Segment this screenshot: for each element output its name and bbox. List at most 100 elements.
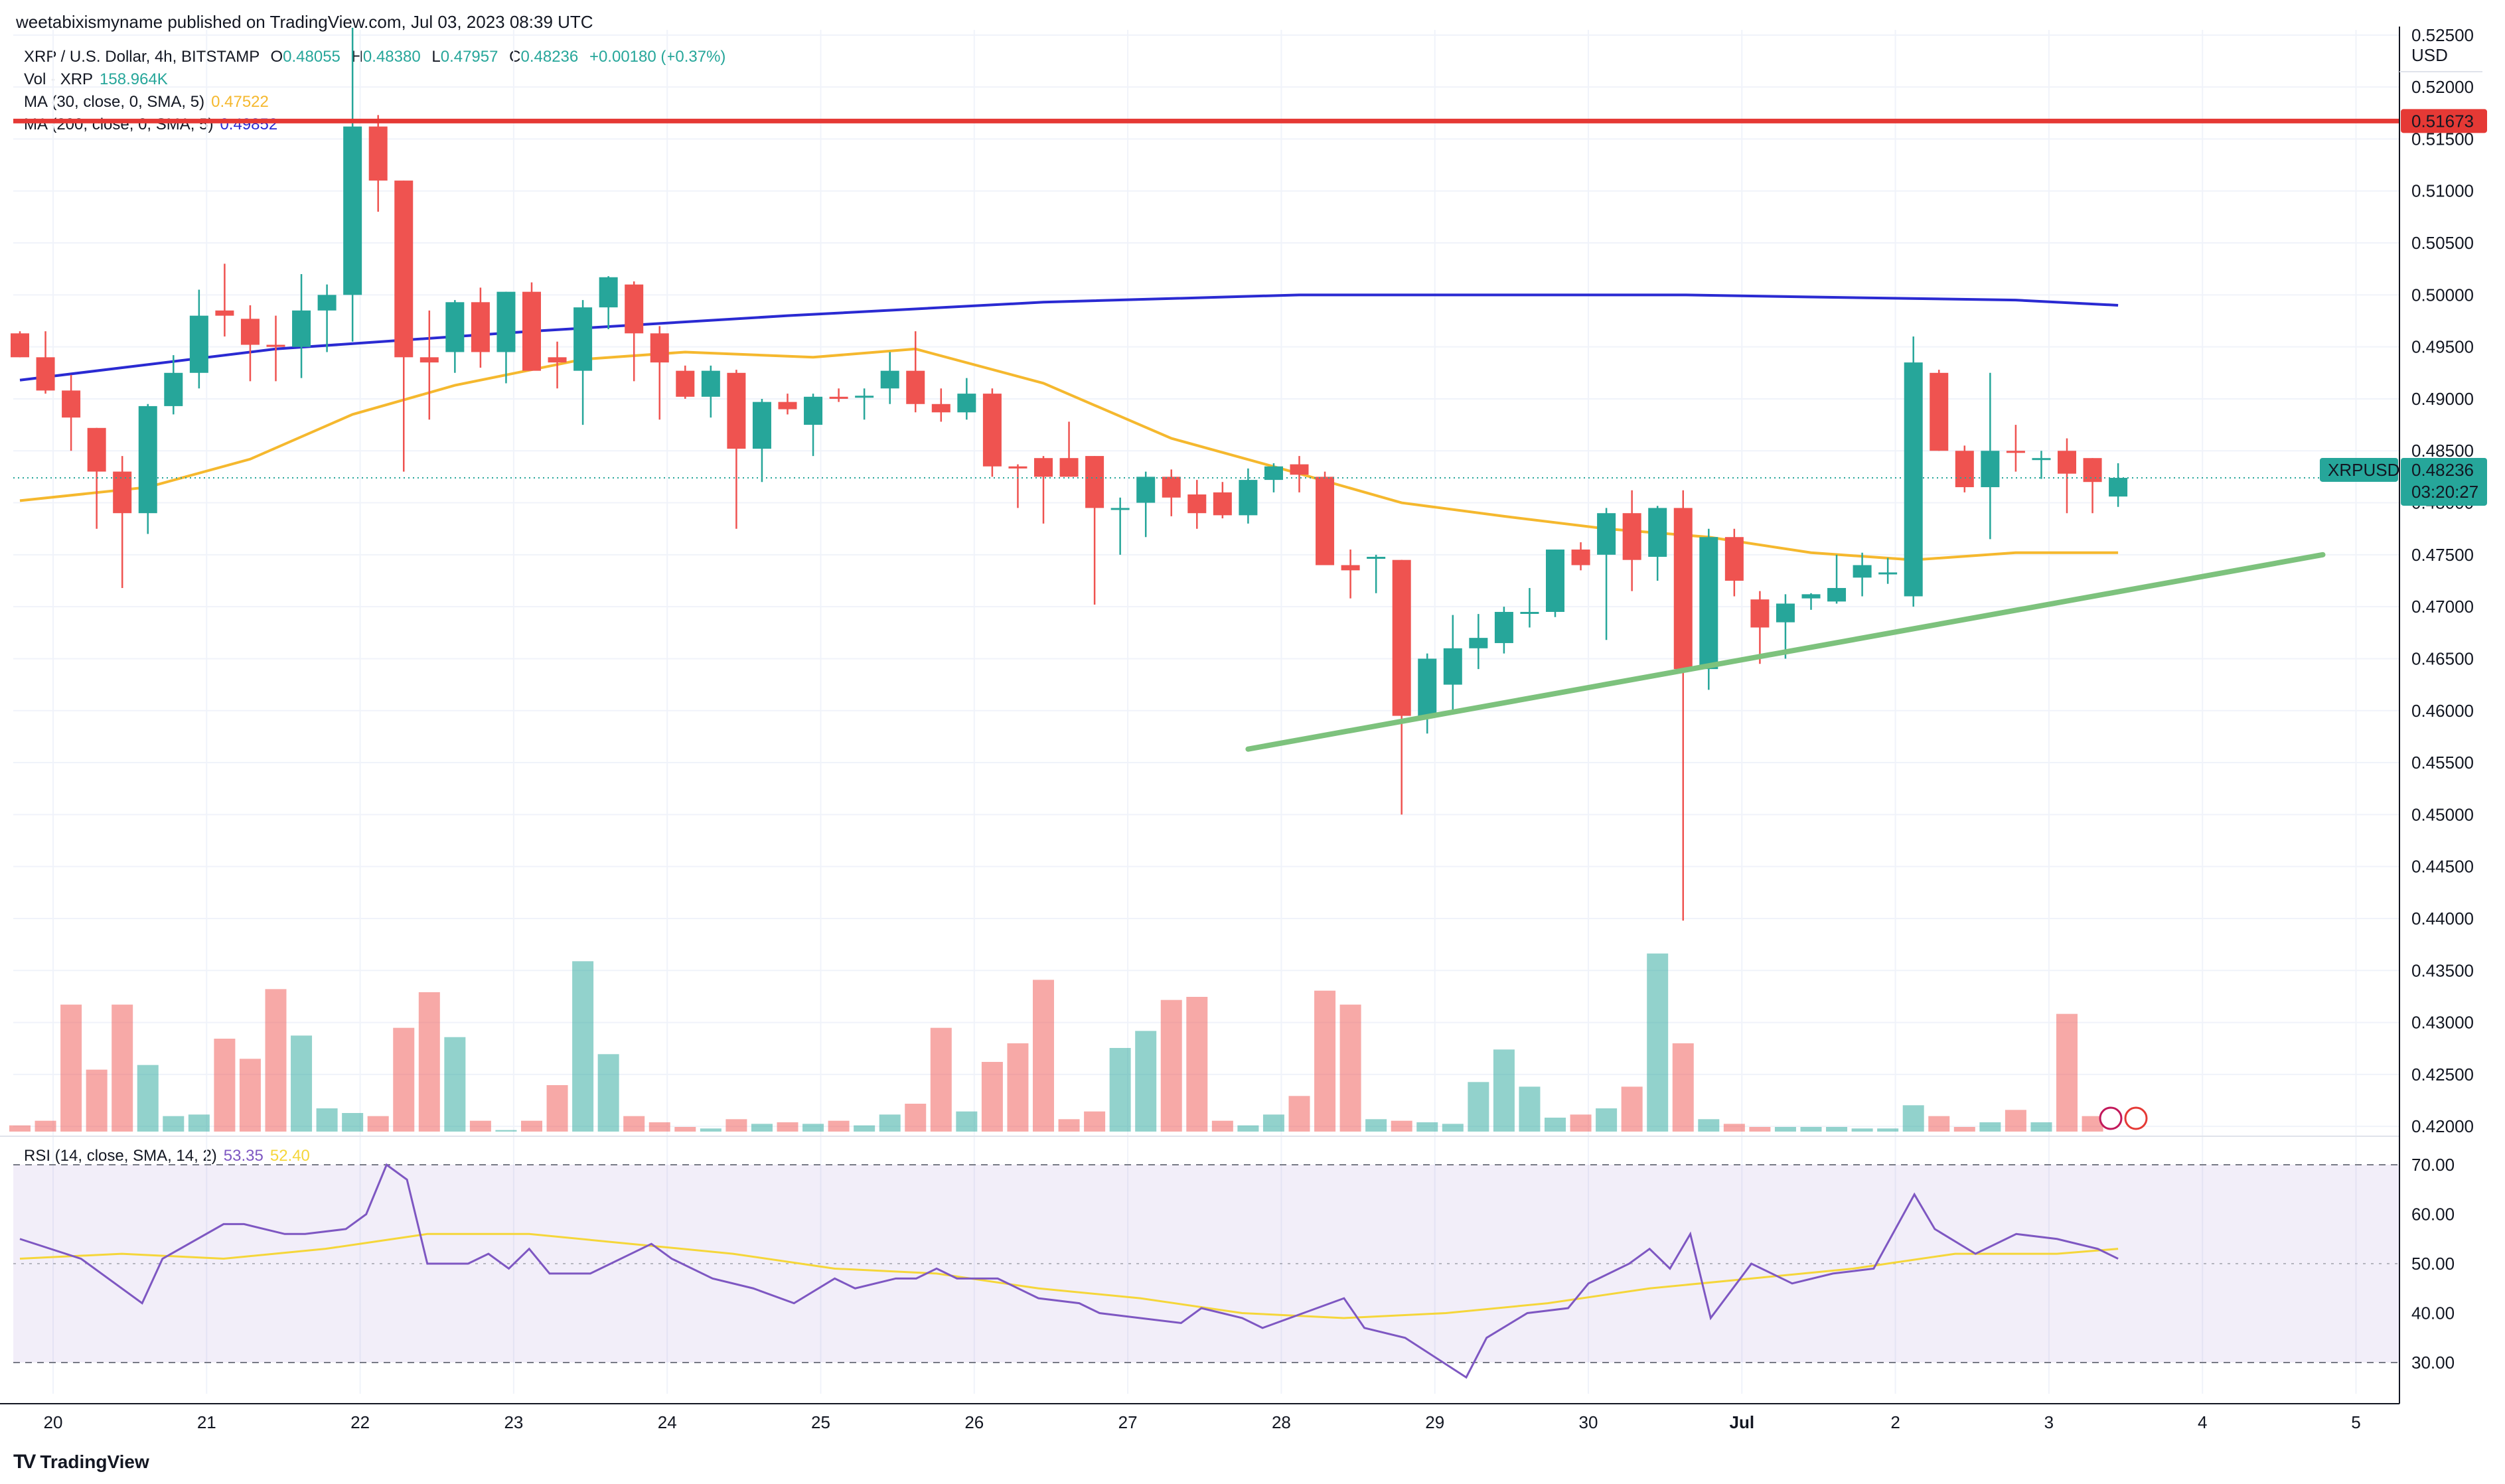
symbol-tag-badge [2320, 457, 2398, 482]
volume-bar [1928, 1116, 1950, 1132]
candle-body [625, 284, 644, 334]
volume-bar [828, 1120, 850, 1132]
candle-body [1776, 603, 1795, 623]
volume-bar [1621, 1086, 1643, 1132]
countdown-text: 03:20:27 [2411, 482, 2478, 502]
volume-bar [597, 1054, 619, 1132]
candle-body [855, 396, 874, 398]
price-tick-label: 0.45000 [2411, 804, 2474, 824]
candle-body [1085, 456, 1104, 508]
volume-bar [495, 1130, 517, 1132]
rsi-pane [0, 1136, 2399, 1379]
low-label: L [431, 48, 441, 66]
high-value: 0.48380 [362, 48, 421, 66]
close-label: C [509, 48, 521, 66]
volume-bar [239, 1059, 261, 1132]
candle-body [1520, 611, 1539, 614]
time-tick-label: 22 [350, 1412, 370, 1432]
volume-bar [521, 1120, 542, 1132]
candle-body [2109, 477, 2128, 497]
time-tick-label: 21 [197, 1412, 216, 1432]
volume-bar [1953, 1127, 1975, 1132]
candle-body [215, 310, 234, 316]
volume-bar [1109, 1048, 1131, 1132]
rsi-band [13, 1165, 2399, 1363]
last-price-badge [2401, 457, 2487, 506]
rsi-axis: 70.00 60.00 50.00 40.00 30.00 [2411, 1155, 2455, 1373]
rsi-tick-label: 30.00 [2411, 1353, 2455, 1373]
candle-body [1494, 611, 1513, 643]
tradingview-footer[interactable]: TV TradingView [13, 1451, 149, 1473]
time-axis[interactable]: 20 21 22 23 24 25 26 27 28 29 30 Jul 2 3 4 5 [0, 1403, 2399, 1432]
volume-bar [1007, 1043, 1029, 1132]
candle-body [113, 471, 132, 514]
volume-bar [188, 1114, 210, 1132]
volume-bar [1186, 997, 1208, 1132]
resistance-price-text: 0.51673 [2411, 111, 2474, 131]
currency-label: USD [2411, 45, 2448, 65]
ma30-value: 0.47522 [211, 93, 269, 111]
ma30-layer [19, 347, 2119, 561]
volume-bar [137, 1065, 159, 1132]
candle-body [292, 310, 311, 347]
rsi-tick-label: 40.00 [2411, 1303, 2455, 1323]
support-trendline [1245, 552, 2326, 752]
volume-bar [1877, 1128, 1899, 1132]
rsi-value: 53.35 [223, 1147, 264, 1165]
open-label: O [270, 48, 283, 66]
price-axis[interactable]: 0.525000.520000.515000.510000.505000.500… [2399, 25, 2482, 1404]
volume-bar [623, 1116, 645, 1132]
candle-body [36, 357, 55, 391]
volume-bar [1774, 1127, 1796, 1132]
volume-bar [367, 1116, 389, 1132]
candle-body [829, 396, 848, 399]
symbol-title: XRP / U.S. Dollar, 4h, BITSTAMP [24, 48, 260, 66]
volume-bar [1468, 1082, 1489, 1132]
candle-body [1981, 451, 2000, 488]
candle-body [1469, 638, 1488, 648]
candle-body [1930, 372, 1949, 451]
volume-bar [1851, 1128, 1873, 1132]
volume-bar [1596, 1108, 1618, 1132]
rsi-ma-value: 52.40 [269, 1147, 310, 1165]
volume-bar [342, 1113, 364, 1132]
candle-body [1801, 594, 1821, 599]
volume-bar [2030, 1122, 2052, 1132]
time-tick-label: 24 [658, 1412, 677, 1432]
volume-bar [751, 1124, 773, 1132]
candle-body [1955, 451, 1974, 488]
low-value: 0.47957 [440, 48, 498, 66]
volume-bar [700, 1128, 721, 1132]
volume-bar [418, 992, 440, 1132]
price-tick-label: 0.44500 [2411, 857, 2474, 877]
candle-body [1034, 458, 1053, 477]
price-tick-label: 0.49000 [2411, 389, 2474, 409]
ma200-value: 0.49852 [220, 115, 278, 133]
candle-body [1059, 458, 1079, 477]
candle-body [1673, 508, 1693, 670]
dividend-event-icon [2099, 1106, 2123, 1130]
candle-body [548, 357, 567, 363]
candle-body [1827, 587, 1847, 602]
volume-bar [1519, 1086, 1541, 1132]
ma30-label: MA (30, close, 0, SMA, 5) [24, 93, 205, 111]
volume-bar [930, 1027, 952, 1132]
price-tick-label: 0.50500 [2411, 233, 2474, 253]
price-tick-label: 0.42000 [2411, 1116, 2474, 1136]
candle-body [1392, 559, 1411, 716]
candle-body [1187, 494, 1207, 514]
candle-body [1571, 550, 1590, 565]
volume-bar [1672, 1043, 1694, 1132]
volume-bar [648, 1122, 670, 1132]
candle-body [804, 396, 823, 425]
volume-bar [1262, 1114, 1284, 1132]
candle-body [368, 126, 388, 181]
candle-body [445, 302, 465, 352]
time-tick-label: 28 [1272, 1412, 1291, 1432]
candle-body [1622, 513, 1641, 560]
price-tick-label: 0.49500 [2411, 337, 2474, 357]
price-tick-label: 0.45500 [2411, 753, 2474, 773]
candle-body [599, 277, 618, 308]
volume-bar [879, 1114, 901, 1132]
